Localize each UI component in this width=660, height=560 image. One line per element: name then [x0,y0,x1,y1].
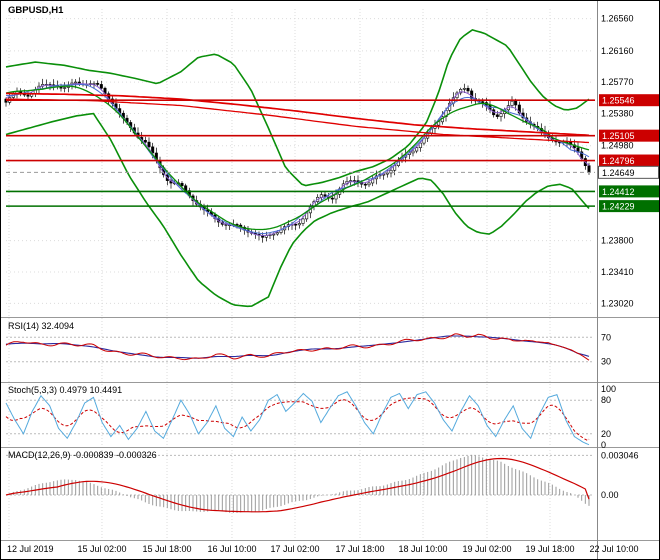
level-price-badge-label: 1.24412 [602,187,635,197]
macd-indicator-label: MACD(12,26,9) -0.000839 -0.000326 [8,450,157,460]
current-price-badge [598,165,659,179]
time-axis-label: 15 Jul 02:00 [77,544,126,554]
price-axis-label: 1.23800 [601,236,634,246]
level-price-badge [599,185,659,198]
stoch-k-line [5,391,590,446]
rsi-smooth-line [5,335,590,359]
macd-axis-label: 0.00 [601,490,619,500]
horizontal-levels-layer [6,99,597,207]
price-axis-label: 1.24980 [601,141,634,151]
time-axis-label: 17 Jul 02:00 [270,544,319,554]
stoch-axis-label: 80 [601,395,611,405]
fast-red-ma-line [5,98,590,144]
price-axis-label: 1.25770 [601,77,634,87]
level-price-badge-label: 1.24796 [602,156,635,166]
price-axis-label: 1.26560 [601,14,634,24]
time-axis-label: 22 Jul 10:00 [589,544,638,554]
price-axis-label: 1.25380 [601,109,634,119]
bollinger-middle-band [5,85,590,231]
rsi-panel [5,333,594,363]
medium-ma-line [5,84,590,235]
time-axis-label: 18 Jul 10:00 [398,544,447,554]
stoch-axis-label: 20 [601,429,611,439]
level-price-badge-label: 1.24229 [602,202,635,212]
price-axis-label: 1.23410 [601,267,634,277]
time-axis-layer: 12 Jul 2019 15 Jul 02:00 15 Jul 18:00 16 Ju… [7,544,639,554]
price-axis-label: 1.23020 [601,298,634,308]
macd-axis-label: 0.003046 [601,450,639,460]
macd-panel [5,454,594,513]
time-axis-label: 19 Jul 02:00 [462,544,511,554]
stochastic-indicator-label: Stoch(5,3,3) 0.4979 10.4491 [8,385,123,395]
time-axis-label: 17 Jul 18:00 [335,544,384,554]
level-price-badge-label: 1.25105 [602,131,635,141]
price-axis-label: 1.26160 [601,46,634,56]
time-axis-label: 12 Jul 2019 [7,544,54,554]
rsi-indicator-label: RSI(14) 32.4094 [8,321,75,331]
bollinger-upper-band [5,29,590,187]
rsi-main-line [5,333,590,361]
symbol-timeframe-label: GBPUSD,H1 [8,5,64,16]
stochastic-panel [5,391,594,446]
level-price-badge [599,200,659,213]
axis-labels-layer: 1.26560 1.26160 1.25770 1.25380 1.24980 1.238… [598,14,659,500]
stoch-axis-label: 0 [601,440,606,450]
time-axis-label: 16 Jul 10:00 [207,544,256,554]
bollinger-lower-band [5,112,590,308]
rsi-axis-label: 30 [601,357,611,367]
slow-red-ma-line [5,92,590,137]
moving-averages-layer [5,29,590,308]
fast-ma-line [5,83,590,236]
price-axis-background [595,1,659,540]
macd-signal-line [5,457,590,513]
time-axis-label: 19 Jul 18:00 [525,544,574,554]
stoch-d-line [5,397,590,441]
current-price-label: 1.24649 [602,168,635,178]
level-price-badge [599,129,659,142]
level-price-badge-label: 1.25546 [602,96,635,106]
level-price-badge [599,94,659,107]
level-price-badge [599,154,659,167]
stoch-axis-label: 100 [601,384,616,394]
rsi-axis-label: 70 [601,332,611,342]
time-axis-label: 15 Jul 18:00 [143,544,192,554]
